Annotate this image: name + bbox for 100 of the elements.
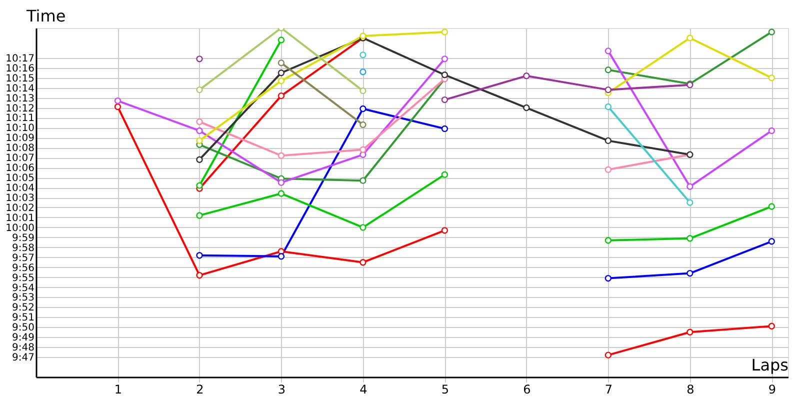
- y-tick-label: 10:11: [6, 113, 34, 124]
- point: [441, 72, 448, 78]
- point: [604, 352, 612, 358]
- y-tick-label: 9:55: [12, 272, 34, 284]
- y-tick-label: 10:00: [6, 222, 34, 234]
- y-tick-label: 9:52: [12, 302, 34, 314]
- point: [604, 274, 612, 282]
- point: [196, 182, 203, 189]
- y-tick-label: 10:10: [6, 123, 34, 134]
- y-tick-label: 10:06: [6, 163, 34, 174]
- point: [604, 166, 612, 173]
- y-tick-label: 9:48: [12, 342, 34, 354]
- y-tick-label: 10:09: [6, 133, 34, 144]
- x-tick-label: 3: [278, 382, 286, 396]
- y-tick-label: 10:12: [6, 103, 34, 114]
- point: [441, 227, 448, 234]
- y-tick-label: 9:49: [12, 332, 34, 344]
- y-tick-label: 10:14: [6, 83, 34, 94]
- point: [686, 328, 694, 336]
- x-tick-label: 9: [768, 382, 776, 396]
- point: [360, 68, 366, 76]
- point: [196, 118, 203, 126]
- point: [196, 137, 203, 144]
- y-tick-label: 9:56: [12, 262, 34, 274]
- point: [686, 183, 694, 190]
- point: [604, 137, 612, 144]
- point: [604, 103, 612, 110]
- point: [360, 146, 366, 153]
- point: [278, 253, 285, 260]
- x-tick-label: 8: [686, 382, 694, 396]
- x-tick-label: 4: [360, 382, 368, 396]
- point: [196, 252, 203, 259]
- point: [278, 152, 285, 159]
- point: [360, 258, 366, 266]
- point: [768, 203, 775, 210]
- point: [686, 270, 694, 277]
- point: [360, 52, 366, 58]
- point: [196, 127, 203, 134]
- y-tick-label: 10:03: [6, 193, 34, 204]
- y-tick-label: 10:05: [6, 173, 34, 184]
- y-tick-label: 10:02: [6, 202, 34, 214]
- y-tick-label: 9:53: [12, 292, 34, 304]
- y-axis-title: Time: [26, 6, 66, 26]
- y-tick-label: 10:08: [6, 143, 34, 154]
- point: [360, 177, 366, 184]
- point: [196, 156, 203, 163]
- point: [196, 86, 203, 94]
- y-tick-label: 10:04: [6, 183, 34, 194]
- point: [604, 237, 612, 244]
- point: [686, 34, 694, 42]
- x-tick-label: 5: [441, 382, 450, 396]
- point: [441, 28, 448, 36]
- y-tick-label: 9:51: [12, 312, 34, 324]
- point: [278, 36, 285, 44]
- y-tick-label: 9:57: [12, 252, 34, 264]
- point: [768, 28, 775, 36]
- point: [768, 238, 775, 245]
- y-tick-label: 9:47: [12, 352, 34, 364]
- point: [686, 235, 694, 242]
- point: [604, 86, 612, 94]
- point: [768, 322, 775, 330]
- y-tick-label: 9:58: [12, 242, 34, 254]
- point: [360, 87, 366, 94]
- point: [686, 199, 694, 206]
- point: [278, 92, 285, 100]
- point: [441, 96, 448, 104]
- point: [768, 74, 775, 82]
- point: [441, 171, 448, 178]
- point: [523, 104, 530, 112]
- x-tick-label: 2: [196, 382, 204, 396]
- point: [278, 70, 285, 76]
- point: [278, 78, 285, 84]
- point: [360, 105, 366, 112]
- x-tick-label: 1: [114, 382, 122, 396]
- point: [114, 103, 122, 110]
- point: [523, 72, 530, 80]
- point: [278, 190, 285, 197]
- point: [278, 60, 285, 66]
- point: [278, 179, 285, 186]
- x-axis-title: Laps: [751, 356, 788, 374]
- y-tick-label: 10:01: [6, 212, 34, 224]
- point: [604, 48, 612, 54]
- y-tick-label: 10:07: [6, 153, 34, 164]
- point: [604, 66, 612, 74]
- y-tick-label: 10:13: [6, 93, 34, 104]
- y-tick-label: 10:17: [6, 53, 34, 64]
- y-tick-label: 10:15: [6, 73, 34, 84]
- y-tick-label: 9:50: [12, 322, 34, 334]
- y-tick-label: 9:59: [12, 232, 34, 244]
- x-tick-label: 6: [523, 382, 531, 396]
- point: [360, 224, 366, 231]
- point: [441, 125, 448, 132]
- x-tick-label: 7: [604, 382, 612, 396]
- point: [441, 56, 448, 62]
- point: [360, 121, 366, 128]
- y-tick-label: 10:16: [6, 63, 34, 74]
- point: [114, 97, 122, 104]
- point: [196, 272, 203, 279]
- point: [768, 127, 775, 134]
- point: [196, 212, 203, 219]
